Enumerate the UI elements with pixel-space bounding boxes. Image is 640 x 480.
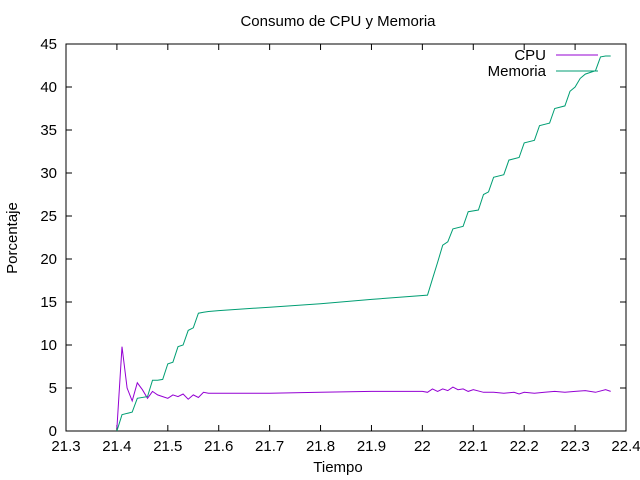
x-tick-label: 21.5 xyxy=(153,438,182,455)
y-tick-label: 45 xyxy=(40,36,57,53)
x-tick-label: 22.4 xyxy=(611,438,640,455)
x-tick-label: 22.3 xyxy=(560,438,589,455)
x-tick-label: 21.7 xyxy=(255,438,284,455)
x-tick-label: 22.1 xyxy=(459,438,488,455)
y-tick-label: 20 xyxy=(40,251,57,268)
y-tick-label: 5 xyxy=(49,380,57,397)
y-tick-label: 35 xyxy=(40,122,57,139)
legend-label-memoria: Memoria xyxy=(488,63,547,80)
x-tick-label: 21.8 xyxy=(306,438,335,455)
x-tick-label: 21.9 xyxy=(357,438,386,455)
y-tick-label: 15 xyxy=(40,294,57,311)
series-layer xyxy=(116,55,611,432)
y-axis-label: Porcentaje xyxy=(4,202,21,274)
series-line-memoria xyxy=(116,55,611,432)
axis-ticks: 21.3 21.4 21.5 21.6 21.7 21.8 21.9 22 22.1 22.2 22… xyxy=(40,36,640,455)
x-tick-label: 21.3 xyxy=(51,438,80,455)
x-axis-label: Tiempo xyxy=(313,459,362,476)
x-tick-label: 22 xyxy=(414,438,431,455)
x-tick-label: 21.4 xyxy=(102,438,131,455)
plot-frame xyxy=(65,43,627,432)
x-tick-label: 22.2 xyxy=(510,438,539,455)
y-tick-label: 25 xyxy=(40,208,57,225)
series-line-cpu xyxy=(116,346,611,429)
x-tick-label: 21.6 xyxy=(204,438,233,455)
y-tick-label: 40 xyxy=(40,79,57,96)
legend-label-cpu: CPU xyxy=(514,47,546,64)
chart-title: Consumo de CPU y Memoria xyxy=(240,13,436,30)
y-tick-label: 10 xyxy=(40,337,57,354)
y-tick-label: 0 xyxy=(49,423,57,440)
y-tick-label: 30 xyxy=(40,165,57,182)
